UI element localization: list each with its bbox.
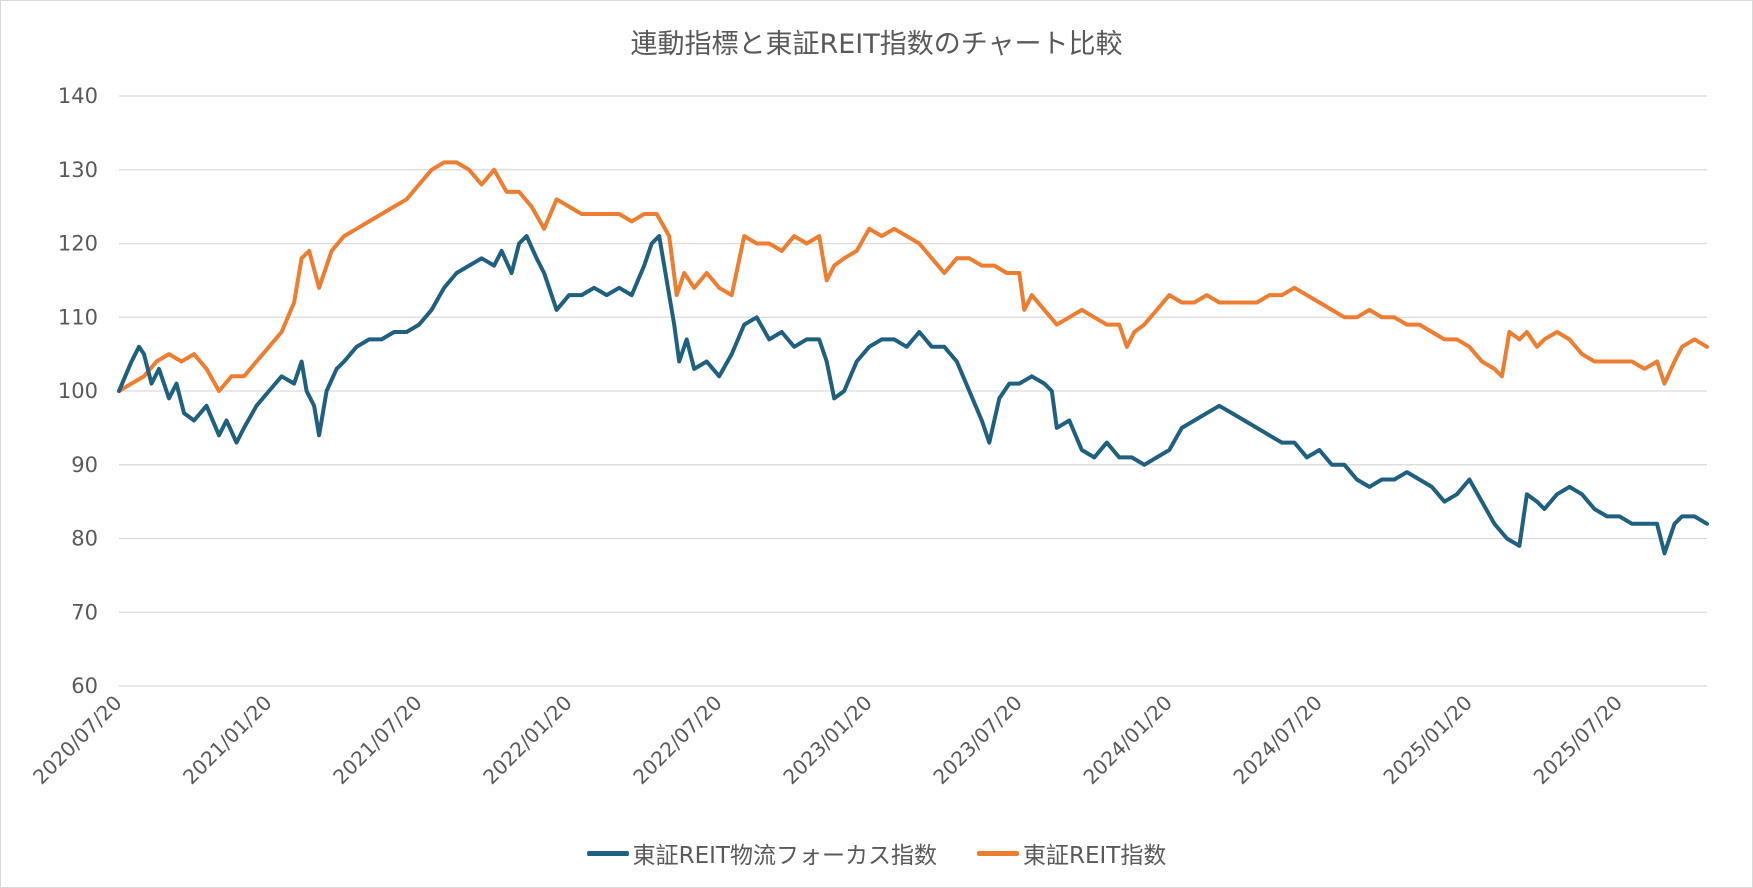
legend-item-reit: 東証REIT指数	[977, 836, 1166, 870]
x-tick-label: 2020/07/20	[28, 691, 126, 789]
y-tick-label: 70	[71, 600, 98, 624]
x-tick-label: 2022/07/20	[628, 691, 726, 789]
x-tick-label: 2021/07/20	[328, 691, 426, 789]
y-tick-label: 90	[71, 453, 98, 477]
legend-label-reit: 東証REIT指数	[1023, 843, 1167, 869]
legend-label-logistics: 東証REIT物流フォーカス指数	[632, 843, 937, 869]
x-tick-label: 2023/07/20	[928, 691, 1026, 789]
legend-swatch-logistics	[586, 850, 629, 856]
legend: 東証REIT物流フォーカス指数 東証REIT指数	[0, 836, 1753, 870]
y-tick-label: 130	[58, 158, 98, 182]
series-line-reit	[117, 160, 1709, 393]
series-line-logistics	[117, 234, 1709, 556]
y-tick-label: 120	[58, 232, 98, 256]
legend-item-logistics: 東証REIT物流フォーカス指数	[586, 836, 937, 870]
gridlines	[119, 95, 1707, 687]
y-tick-label: 140	[58, 84, 98, 108]
y-tick-label: 80	[71, 527, 98, 551]
y-tick-label: 100	[58, 379, 98, 403]
x-tick-label: 2023/01/20	[778, 691, 876, 789]
legend-swatch-reit	[977, 850, 1019, 856]
x-tick-label: 2024/07/20	[1228, 691, 1326, 789]
y-tick-label: 60	[71, 674, 98, 698]
x-tick-label: 2024/01/20	[1078, 691, 1176, 789]
y-axis: 60 70 80 90 100 110 120 130 140	[58, 84, 98, 698]
x-tick-label: 2022/01/20	[478, 691, 576, 789]
x-tick-label: 2025/07/20	[1529, 691, 1627, 789]
x-tick-label: 2021/01/20	[178, 691, 276, 789]
y-tick-label: 110	[58, 305, 98, 329]
x-axis: 2020/07/20 2021/01/20 2021/07/20 2022/01/20…	[28, 691, 1627, 789]
series-lines	[117, 160, 1709, 556]
x-tick-label: 2025/01/20	[1378, 691, 1476, 789]
chart-title: 連動指標と東証REIT指数のチャート比較	[630, 29, 1123, 60]
